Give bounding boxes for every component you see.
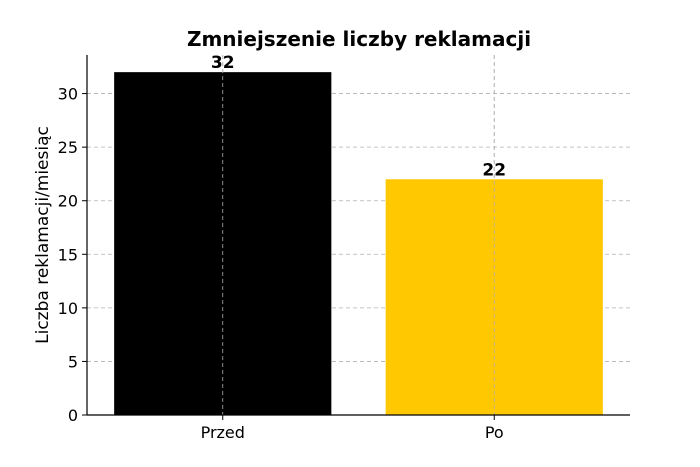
x-tick-label: Po bbox=[485, 423, 504, 442]
y-tick-label: 25 bbox=[58, 138, 78, 157]
bars bbox=[114, 72, 603, 416]
data-label: 22 bbox=[482, 160, 506, 180]
y-tick-label: 20 bbox=[58, 192, 78, 211]
y-tick-label: 30 bbox=[58, 85, 78, 104]
axes bbox=[82, 55, 630, 420]
data-labels: 32 22 bbox=[211, 53, 506, 180]
y-tick-label: 0 bbox=[68, 406, 78, 425]
y-tick-label: 15 bbox=[58, 245, 78, 264]
x-tick-label: Przed bbox=[201, 423, 245, 442]
y-tick-label: 5 bbox=[68, 352, 78, 371]
y-tick-label: 10 bbox=[58, 299, 78, 318]
chart-title: Zmniejszenie liczby reklamacji bbox=[187, 27, 531, 51]
y-axis-label: Liczba reklamacji/miesiąc bbox=[33, 126, 53, 344]
tick-labels: 0 5 10 15 20 25 30 Przed Po bbox=[58, 85, 504, 442]
data-label: 32 bbox=[211, 53, 235, 73]
